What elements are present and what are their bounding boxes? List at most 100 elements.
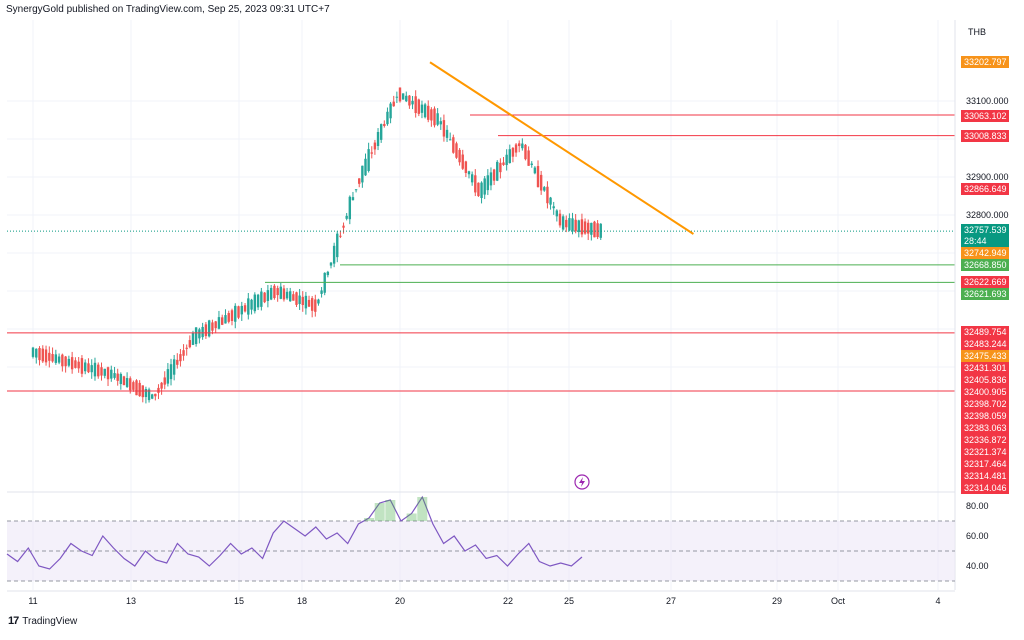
candle-body-33 (138, 382, 141, 397)
candle-body-54 (204, 324, 208, 337)
candle-body-9 (61, 354, 64, 367)
price-label-bg-13 (961, 362, 1009, 374)
candle-body-15 (80, 358, 84, 374)
price-label-21: 32317.464 (964, 459, 1007, 469)
candle-body-172 (577, 220, 580, 233)
candle-body-133 (455, 143, 458, 158)
candle-body-8 (57, 356, 61, 363)
candle-body-119 (411, 100, 414, 105)
price-label-bg-5 (961, 235, 1009, 247)
candle-body-158 (533, 167, 537, 174)
price-label-4: 32757.539 (964, 225, 1007, 235)
rsi-overbought-35 (374, 503, 385, 521)
candle-body-85 (304, 295, 308, 309)
candle-body-145 (492, 169, 496, 181)
candle-body-137 (467, 171, 471, 175)
candle-body-173 (580, 219, 584, 235)
footer-brand[interactable]: 17 TradingView (8, 615, 77, 627)
price-label-bg-16 (961, 398, 1009, 410)
candle-body-23 (106, 367, 110, 380)
candle-body-28 (122, 376, 126, 386)
candle-body-32 (135, 380, 138, 396)
price-label-17: 32398.059 (964, 411, 1007, 421)
price-label-0: 33202.797 (964, 57, 1007, 67)
price-label-20: 32321.374 (964, 447, 1007, 457)
candle-body-22 (103, 368, 106, 376)
rsi-tick-label-1: 60.00 (966, 531, 989, 541)
candle-body-37 (150, 394, 154, 399)
candle-body-49 (188, 340, 192, 348)
price-label-10: 32489.754 (964, 327, 1007, 337)
candle-body-108 (376, 131, 380, 147)
price-label-2: 33008.833 (964, 131, 1007, 141)
currency-label[interactable]: THB (968, 27, 986, 37)
candle-body-50 (191, 332, 195, 345)
rsi-tick-label-0: 80.00 (966, 501, 989, 511)
candle-body-12 (70, 357, 74, 370)
tradingview-logo-icon: 17 (8, 615, 19, 627)
candle-body-109 (379, 124, 383, 140)
price-label-14: 32405.836 (964, 375, 1007, 385)
price-label-bg-19 (961, 434, 1009, 446)
price-label-bg-0 (961, 56, 1009, 68)
candle-body-102 (358, 178, 361, 184)
candle-body-130 (445, 129, 449, 138)
candle-body-144 (489, 172, 493, 186)
rsi-overbought-39 (417, 497, 428, 521)
candle-body-96 (339, 235, 342, 237)
candle-body-66 (243, 305, 247, 312)
candle-body-141 (480, 182, 483, 199)
candle-body-27 (119, 373, 123, 385)
candle-body-74 (269, 287, 273, 300)
candle-body-171 (574, 219, 577, 232)
candle-body-155 (524, 144, 527, 160)
price-label-bg-10 (961, 326, 1009, 338)
candle-body-44 (172, 359, 176, 375)
candle-body-107 (373, 142, 377, 150)
candle-body-115 (398, 87, 402, 102)
candle-body-76 (276, 288, 279, 296)
lightning-icon (574, 474, 590, 490)
candle-body-135 (461, 154, 464, 169)
price-label-bg-9 (961, 288, 1009, 300)
candle-body-164 (552, 206, 555, 209)
candle-body-46 (179, 354, 182, 362)
candle-body-147 (499, 162, 502, 173)
x-tick-label-8: 29 (772, 596, 782, 606)
candle-body-161 (543, 187, 546, 191)
x-tick-label-9: Oct (831, 596, 846, 606)
candle-body-140 (477, 182, 480, 197)
candle-body-142 (483, 178, 486, 195)
candle-body-56 (211, 322, 214, 331)
candle-body-77 (279, 286, 283, 299)
candle-body-19 (93, 362, 97, 377)
candle-body-89 (317, 299, 320, 304)
price-label-bg-3 (961, 183, 1009, 195)
candle-body-47 (182, 350, 185, 356)
candle-body-21 (100, 367, 103, 376)
candle-body-122 (420, 104, 424, 113)
x-tick-label-5: 22 (503, 596, 513, 606)
candle-body-146 (496, 161, 499, 181)
candle-body-80 (289, 291, 292, 302)
x-tick-label-7: 27 (666, 596, 676, 606)
candle-body-18 (90, 365, 93, 373)
candle-body-79 (285, 291, 289, 299)
y-tick-label-1: 32900.000 (966, 172, 1009, 182)
x-tick-label-4: 20 (395, 596, 405, 606)
candle-body-88 (314, 299, 317, 312)
candle-body-4 (44, 349, 48, 363)
candle-body-121 (417, 99, 421, 114)
candle-body-166 (558, 213, 562, 226)
candle-body-176 (590, 222, 593, 235)
candle-body-84 (301, 296, 304, 306)
price-label-bg-1 (961, 110, 1009, 122)
candle-body-101 (354, 189, 358, 191)
candle-body-132 (452, 137, 455, 153)
rsi-overbought-38 (406, 513, 417, 521)
candle-body-39 (157, 387, 160, 393)
price-label-bg-6 (961, 247, 1009, 259)
price-label-bg-22 (961, 470, 1009, 482)
candle-body-127 (436, 113, 439, 125)
candle-body-68 (250, 299, 253, 310)
